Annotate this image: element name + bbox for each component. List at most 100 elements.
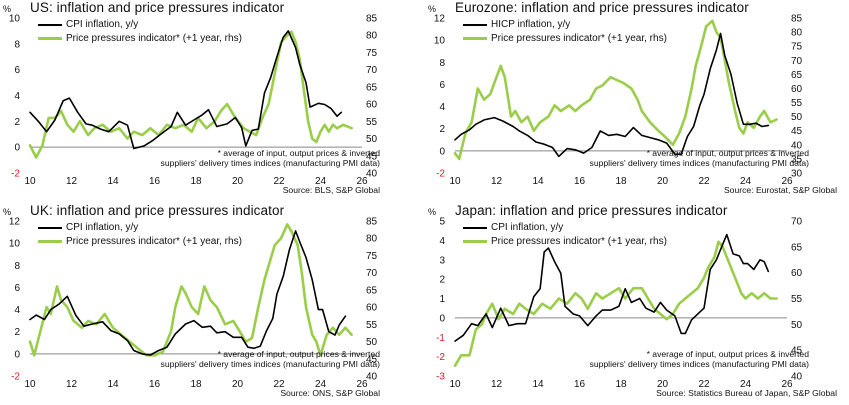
y-tick-label-right: 55 <box>366 117 378 128</box>
y-tick-label-left: 10 <box>9 239 21 250</box>
legend-label: CPI inflation, y/y <box>66 222 139 233</box>
legend-label: HICP inflation, y/y <box>491 19 571 30</box>
chart-legend: CPI inflation, y/y Price pressures indic… <box>38 18 242 45</box>
left-axis-unit: % <box>428 207 437 217</box>
chart-source: Source: BLS, S&P Global <box>282 185 380 195</box>
y-tick-label-left: 2 <box>14 117 20 128</box>
y-tick-label-right: 75 <box>791 42 803 53</box>
x-tick-label: 20 <box>232 176 244 187</box>
y-tick-label-left: 1 <box>439 294 445 305</box>
x-tick-label: 10 <box>449 176 461 187</box>
x-tick-label: 12 <box>66 176 78 187</box>
y-tick-label-left: -2 <box>11 169 20 180</box>
y-tick-label-right: 80 <box>366 234 378 245</box>
y-tick-label-right: 85 <box>366 217 378 228</box>
y-tick-label-left: 3 <box>439 255 445 266</box>
y-tick-label-left: -3 <box>436 372 445 383</box>
y-tick-label-left: 10 <box>9 14 21 25</box>
y-tick-label-left: 6 <box>14 65 20 76</box>
x-tick-label: 20 <box>657 176 669 187</box>
legend-swatch-black <box>38 23 62 26</box>
legend-item-cpi: CPI inflation, y/y <box>463 221 667 235</box>
note-line: * average of input, output prices & inve… <box>217 148 380 158</box>
x-tick-label: 22 <box>273 379 285 390</box>
y-tick-label-left: -2 <box>436 352 445 363</box>
legend-swatch-black <box>38 226 62 229</box>
y-tick-label-right: 80 <box>791 28 803 39</box>
y-tick-label-right: 45 <box>791 126 803 137</box>
x-tick-label: 26 <box>781 379 793 390</box>
chart-note: * average of input, output prices & inve… <box>590 148 809 168</box>
legend-item-ppi: Price pressures indicator* (+1 year, rhs… <box>463 32 667 46</box>
x-tick-label: 22 <box>698 379 710 390</box>
y-tick-label-left: 0 <box>439 146 445 157</box>
series-line-inflation <box>454 233 770 342</box>
y-tick-label-right: 45 <box>791 346 803 357</box>
y-tick-label-left: 5 <box>439 217 445 228</box>
series-line-inflation <box>454 32 770 158</box>
series-line-price-pressures <box>28 223 353 357</box>
x-tick-label: 26 <box>356 379 368 390</box>
y-tick-label-left: 4 <box>14 91 20 102</box>
y-tick-label-left: 6 <box>14 283 20 294</box>
legend-item-cpi: HICP inflation, y/y <box>463 18 667 32</box>
chart-legend: CPI inflation, y/y Price pressures indic… <box>38 221 242 248</box>
y-tick-label-left: 0 <box>439 313 445 324</box>
legend-item-cpi: CPI inflation, y/y <box>38 221 242 235</box>
y-tick-label-right: 60 <box>791 268 803 279</box>
y-tick-label-left: 2 <box>14 327 20 338</box>
x-tick-label: 22 <box>273 176 285 187</box>
x-tick-label: 12 <box>491 379 503 390</box>
chart-panel-japan: % Japan: inflation and price pressures i… <box>425 203 849 405</box>
y-tick-label-left: -1 <box>436 333 445 344</box>
chart-panel-uk: % UK: inflation and price pressures indi… <box>0 203 424 405</box>
y-tick-label-right: 45 <box>366 151 378 162</box>
chart-note: * average of input, output prices & inve… <box>590 349 809 369</box>
y-tick-label-left: 2 <box>439 124 445 135</box>
x-tick-label: 16 <box>574 379 586 390</box>
chart-title: UK: inflation and price pressures indica… <box>30 203 285 218</box>
x-tick-label: 18 <box>190 379 202 390</box>
x-tick-label: 14 <box>107 379 119 390</box>
chart-note: * average of input, output prices & inve… <box>161 349 380 369</box>
y-tick-label-left: 12 <box>434 14 446 25</box>
legend-label: Price pressures indicator* (+1 year, rhs… <box>491 32 667 44</box>
legend-swatch-green <box>38 239 62 243</box>
legend-item-ppi: Price pressures indicator* (+1 year, rhs… <box>38 235 242 249</box>
chart-legend: CPI inflation, y/y Price pressures indic… <box>463 221 667 248</box>
y-tick-label-right: 55 <box>791 98 803 109</box>
y-tick-label-right: 50 <box>366 337 378 348</box>
y-tick-label-left: 4 <box>439 102 445 113</box>
y-tick-label-right: 80 <box>366 31 378 42</box>
x-tick-label: 24 <box>315 176 327 187</box>
y-tick-label-right: 50 <box>791 320 803 331</box>
series-line-inflation <box>29 230 347 356</box>
legend-item-cpi: CPI inflation, y/y <box>38 18 242 32</box>
y-tick-label-left: -2 <box>436 169 445 180</box>
y-tick-label-right: 30 <box>791 169 803 180</box>
series-line-inflation <box>29 30 343 150</box>
y-tick-label-left: 8 <box>14 261 20 272</box>
y-tick-label-right: 60 <box>366 303 378 314</box>
note-line: suppliers' delivery times indices (manuf… <box>589 158 809 168</box>
y-tick-label-left: -2 <box>11 372 20 383</box>
legend-item-ppi: Price pressures indicator* (+1 year, rhs… <box>38 32 242 46</box>
y-tick-label-right: 85 <box>791 14 803 25</box>
x-tick-label: 26 <box>356 176 368 187</box>
y-tick-label-right: 85 <box>366 14 378 25</box>
y-tick-label-right: 40 <box>366 169 378 180</box>
legend-swatch-green <box>38 36 62 40</box>
chart-legend: HICP inflation, y/y Price pressures indi… <box>463 18 667 45</box>
y-tick-label-left: 4 <box>439 236 445 247</box>
x-tick-label: 20 <box>232 379 244 390</box>
y-tick-label-right: 65 <box>366 82 378 93</box>
chart-source: Source: Eurostat, S&P Global <box>723 185 837 195</box>
x-tick-label: 14 <box>532 176 544 187</box>
y-tick-label-right: 40 <box>366 372 378 383</box>
y-tick-label-right: 70 <box>366 65 378 76</box>
y-tick-label-left: 4 <box>14 305 20 316</box>
legend-item-ppi: Price pressures indicator* (+1 year, rhs… <box>463 235 667 249</box>
y-tick-label-right: 35 <box>791 154 803 165</box>
x-tick-label: 14 <box>532 379 544 390</box>
